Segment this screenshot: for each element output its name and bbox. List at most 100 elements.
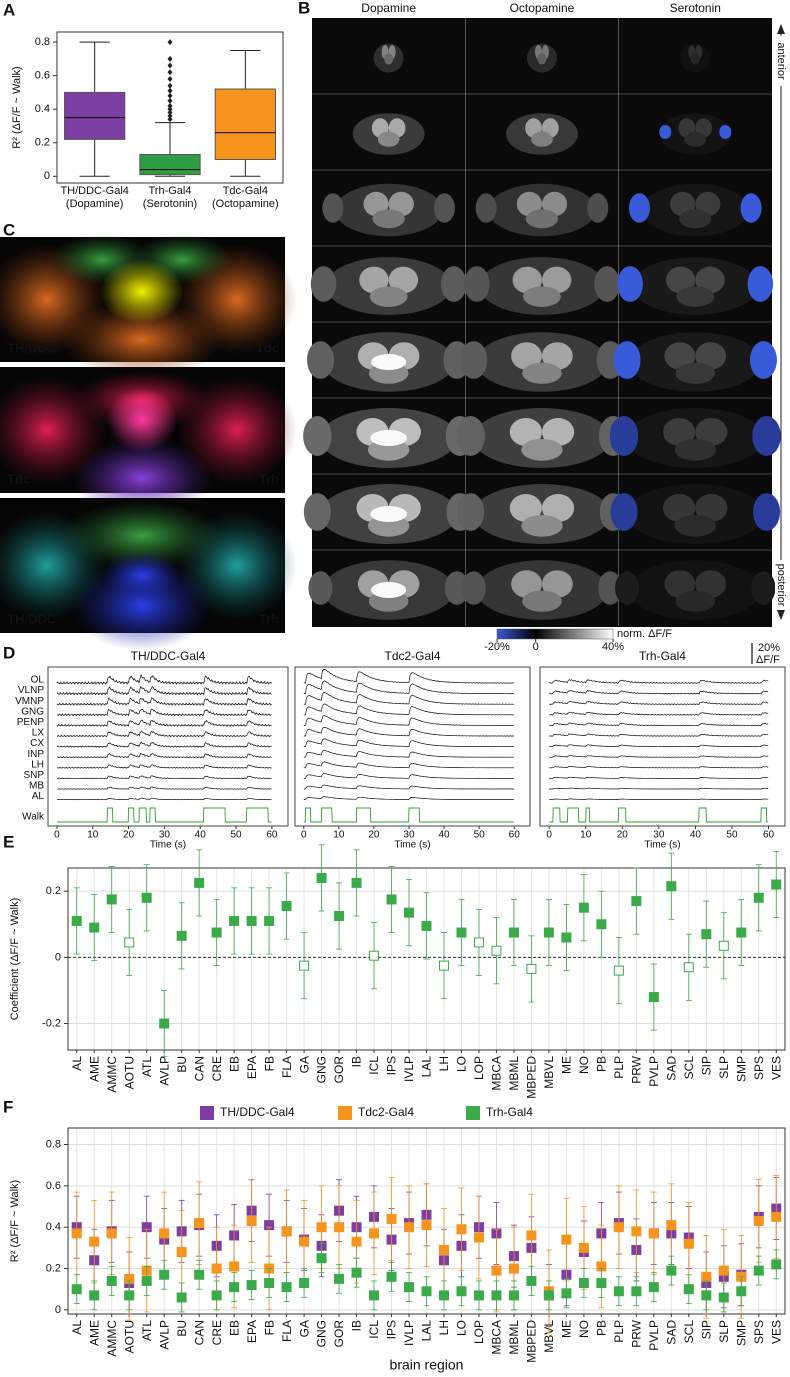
trace [549,776,769,779]
point [771,1211,782,1222]
x-tick-label: AOTU [122,1056,136,1089]
optic-lobe [461,571,486,605]
point [666,1220,677,1231]
point [404,1222,415,1233]
row-label: VMNP [15,696,44,707]
x-tick-label: ME [560,1056,574,1074]
panel-labels: A B C D E F [3,0,310,1116]
trace-frame [539,666,786,827]
x-tick-label: 60 [763,830,775,841]
optic-lobe [444,571,469,605]
optic-lobe [752,416,781,456]
plot-frame [56,31,284,184]
point [264,1278,275,1288]
point [106,1275,117,1286]
point [71,1228,82,1239]
point [473,937,484,948]
trace [549,766,769,769]
point [211,927,222,938]
point [631,1226,642,1237]
x-tick-label: PLP [612,1320,626,1343]
trace [303,761,514,769]
x-tick-label: GNG [315,1056,329,1083]
x-tick-label: CRE [210,1320,224,1345]
point [386,1213,397,1224]
row-label: LX [32,728,45,739]
point [334,1222,345,1233]
optic-lobe [740,193,762,223]
row-label: VLNP [18,685,44,696]
column-title: Octopamine [510,1,575,15]
trace [56,685,272,696]
brain-region [541,191,568,217]
brain-region-bright [370,506,408,522]
x-tick-label: 0 [54,830,60,841]
point [141,1275,152,1286]
legend-label: Tdc2-Gal4 [358,1105,414,1119]
outlier [167,102,173,109]
trace [549,755,769,758]
outlier [167,112,173,119]
point [211,1263,222,1274]
point [543,927,554,938]
trace [303,773,514,779]
y-axis-label: Coefficient (ΔF/F ~ Walk) [9,898,21,1021]
brain-outline [629,332,762,392]
panel-label: A [3,0,15,19]
brain-region [363,191,389,217]
brain-region-bright [370,430,408,446]
x-tick-label: IVLP [402,1056,416,1082]
x-tick-label: SAD [665,1056,679,1081]
x-tick-label: BU [175,1056,189,1073]
brain-region [512,266,542,294]
point [753,892,764,903]
brain-outline [325,257,452,315]
point [771,1259,782,1270]
brain-region [388,266,419,294]
point [89,1290,100,1301]
outlier [167,97,173,104]
x-tick-label: LO [455,1056,469,1072]
brain-region [670,191,696,217]
row-label: SNP [23,770,44,781]
brain-region [674,438,716,461]
brain-region [541,266,572,294]
point [316,1253,327,1264]
brain-region-bright [371,354,407,370]
brain-region [684,131,707,147]
x-tick-label: MBPED [525,1056,539,1099]
x-tick-label: LAL [420,1320,434,1342]
point [508,1290,519,1301]
point [89,922,100,933]
point [299,960,310,971]
x-tick-label: PRW [630,1055,644,1083]
point [648,1282,659,1293]
point [438,1244,449,1255]
x-axis-label: Time (s) [394,840,430,851]
point [124,937,135,948]
fluorescence [62,500,222,571]
point [369,1290,380,1301]
point [508,927,519,938]
brain-region [695,418,728,446]
trace [56,797,272,801]
point [176,1247,187,1257]
point [159,1228,170,1239]
point [596,1278,607,1288]
x-tick-label: 30 [653,830,665,841]
colorbar-tick-label: 40% [602,641,624,653]
point [736,1286,747,1297]
x-axis-label: brain region [390,1357,464,1373]
brain-outline [478,257,605,315]
x-axis-label: Time (s) [150,840,186,851]
trace-title: Tdc2-Gal4 [384,649,440,663]
x-tick-label: BU [175,1320,189,1337]
point [124,1290,135,1301]
point [736,927,747,938]
column-title: Serotonin [670,1,721,15]
row-label: INP [27,749,44,760]
point [491,1290,502,1301]
x-tick-label: SLP [717,1056,731,1079]
panel-label: B [298,0,310,17]
brain-outline [472,484,611,544]
